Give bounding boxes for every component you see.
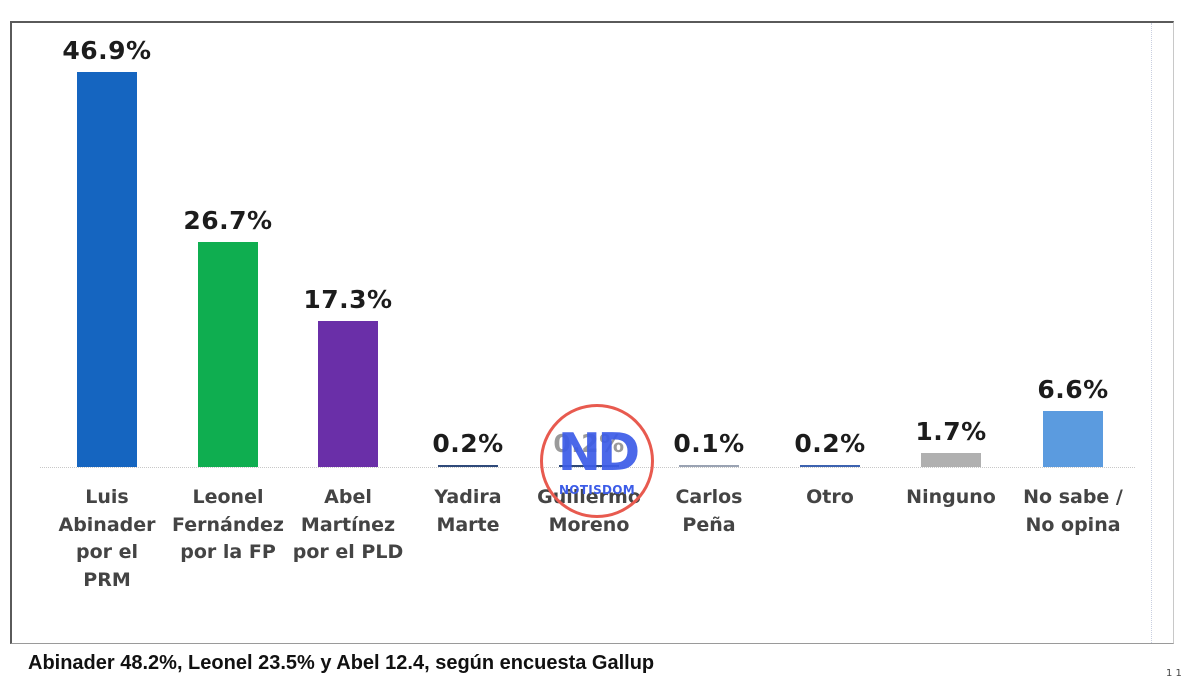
watermark-logo: ND	[557, 423, 641, 483]
bar	[800, 465, 860, 467]
category-label: No sabe / No opina	[1023, 486, 1123, 536]
chart-edge-line	[1151, 23, 1152, 643]
watermark-brand: NOTISDOM	[558, 483, 636, 497]
bar-value-label: 17.3%	[303, 285, 393, 314]
category-label: Abel Martínez por el PLD	[292, 486, 404, 563]
bar-value-label: 26.7%	[183, 206, 273, 235]
bar	[921, 453, 981, 467]
bar-value-label: 46.9%	[62, 36, 152, 65]
bar-value-label: 0.2%	[794, 429, 866, 458]
category-label: Ninguno	[906, 486, 996, 508]
category-label: Leonel Fernández por la FP	[172, 486, 284, 563]
bar	[438, 465, 498, 467]
bar	[679, 465, 739, 467]
bar-value-label: 0.2%	[432, 429, 504, 458]
bar	[1043, 411, 1103, 467]
bar-value-label: 1.7%	[915, 417, 987, 446]
category-label: Carlos Peña	[675, 486, 743, 536]
bar	[318, 321, 378, 467]
category-label: Otro	[806, 486, 854, 508]
category-label: Yadira Marte	[434, 486, 502, 536]
caption: Abinader 48.2%, Leonel 23.5% y Abel 12.4…	[28, 652, 655, 674]
bar	[198, 242, 258, 467]
category-label: Luis Abinader por el PRM	[58, 486, 156, 591]
notisdom-watermark: ND NOTISDOM	[540, 404, 654, 518]
bar-value-label: 0.1%	[673, 429, 745, 458]
bar-value-label: 6.6%	[1037, 375, 1109, 404]
bar	[77, 72, 137, 467]
chart-frame	[10, 21, 1174, 644]
corner-mark: 1 1	[1166, 668, 1182, 679]
